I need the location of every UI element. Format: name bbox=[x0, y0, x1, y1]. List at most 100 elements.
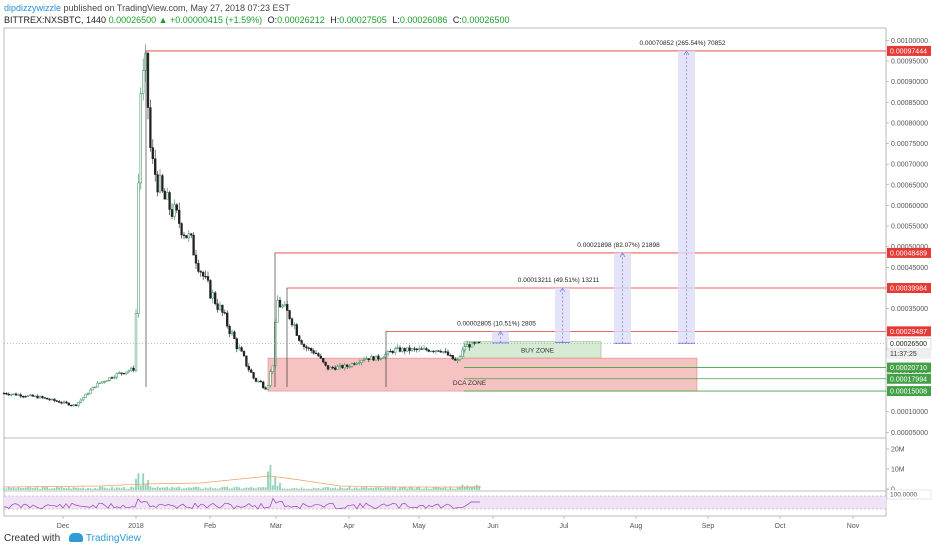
candle-body bbox=[77, 402, 80, 406]
level-price-tag bbox=[887, 373, 931, 384]
volume-bar bbox=[389, 487, 392, 490]
volume-bar bbox=[435, 487, 437, 490]
candle-body bbox=[319, 355, 322, 359]
volume-bar bbox=[315, 488, 317, 490]
author-link[interactable]: dipdizzywizzle bbox=[4, 3, 62, 13]
candle-body bbox=[355, 363, 358, 365]
volume-bar bbox=[51, 488, 53, 490]
volume-bar bbox=[324, 487, 327, 490]
x-tick-label: 2018 bbox=[128, 523, 144, 530]
volume-bar bbox=[413, 488, 416, 490]
candle-body bbox=[2, 392, 6, 395]
candle-body bbox=[53, 398, 56, 401]
level-price-tag bbox=[887, 247, 931, 258]
candle-body bbox=[463, 346, 466, 351]
candle-body bbox=[10, 393, 13, 396]
volume-bar bbox=[295, 488, 298, 490]
volume-bar bbox=[269, 464, 272, 490]
volume-bar bbox=[36, 487, 39, 490]
candle-body bbox=[374, 355, 378, 361]
level-price-label: 0.00097444 bbox=[890, 48, 927, 55]
volume-bar bbox=[17, 486, 20, 490]
candle-body bbox=[175, 204, 178, 211]
rsi-band bbox=[4, 496, 886, 509]
candle-body bbox=[65, 401, 68, 404]
candle-body bbox=[290, 318, 294, 326]
volume-bar bbox=[312, 487, 315, 490]
volume-bar bbox=[163, 487, 166, 490]
candle-body bbox=[216, 303, 219, 310]
candle-body bbox=[34, 395, 37, 398]
x-tick-label: Nov bbox=[847, 523, 860, 530]
volume-bar bbox=[22, 488, 25, 490]
candle-body bbox=[137, 182, 140, 314]
volume-bar bbox=[444, 487, 447, 490]
volume-bar bbox=[473, 486, 476, 490]
candle-body bbox=[317, 353, 320, 357]
candle-body bbox=[276, 299, 279, 323]
candle-body bbox=[209, 280, 212, 299]
volume-bar bbox=[226, 486, 229, 490]
target-label: 0.00013211 (49.51%) 13211 bbox=[518, 277, 600, 284]
candle-body bbox=[478, 341, 481, 344]
candle-body bbox=[403, 348, 406, 352]
candle-body bbox=[444, 351, 447, 353]
candle-body bbox=[235, 338, 238, 350]
candle-body bbox=[422, 348, 426, 350]
candle-body bbox=[456, 359, 459, 361]
candle-body bbox=[113, 376, 116, 379]
volume-bar bbox=[130, 486, 133, 490]
candle-body bbox=[420, 348, 423, 350]
candle-body bbox=[240, 347, 243, 352]
volume-bar bbox=[252, 487, 255, 490]
candle-body bbox=[74, 404, 78, 406]
target-arrowhead bbox=[683, 50, 690, 56]
volume-bar bbox=[214, 488, 217, 490]
candle-body bbox=[161, 175, 164, 192]
volume-bar bbox=[139, 485, 142, 490]
candle-body bbox=[182, 234, 186, 236]
level-price-tag bbox=[887, 362, 931, 373]
candle-body bbox=[326, 365, 330, 370]
volume-bar bbox=[166, 486, 169, 490]
candle-body bbox=[36, 395, 39, 399]
candle-body bbox=[312, 350, 315, 354]
candle-body bbox=[94, 386, 97, 389]
close-label: C: bbox=[452, 15, 462, 25]
candle-body bbox=[406, 347, 409, 352]
volume-bar bbox=[221, 486, 224, 490]
volume-bar bbox=[207, 488, 209, 490]
candle-body bbox=[329, 366, 332, 370]
target-label: 0.00021898 (82.07%) 21898 bbox=[577, 242, 660, 249]
target-column bbox=[678, 50, 695, 344]
volume-bar bbox=[84, 488, 87, 490]
tradingview-link[interactable]: TradingView bbox=[85, 533, 141, 544]
volume-bar bbox=[245, 487, 248, 490]
x-tick-label: Dec bbox=[57, 523, 70, 530]
candle-body bbox=[149, 107, 152, 148]
volume-bar bbox=[291, 488, 293, 490]
candle-body bbox=[466, 344, 469, 347]
candle-body bbox=[211, 292, 214, 299]
volume-bar bbox=[394, 486, 397, 490]
candle-body bbox=[365, 358, 368, 360]
candle-body bbox=[391, 351, 394, 353]
volume-bar bbox=[113, 488, 116, 490]
candle-body bbox=[322, 358, 325, 363]
candle-body bbox=[122, 373, 126, 375]
candle-body bbox=[190, 233, 193, 236]
candle-body bbox=[247, 365, 250, 371]
rsi-value-tag bbox=[886, 489, 932, 500]
volume-bar bbox=[478, 485, 481, 490]
candle-body bbox=[468, 344, 471, 348]
volume-bar bbox=[439, 487, 442, 490]
volume-bar bbox=[238, 487, 241, 490]
high-value: 0.00027505 bbox=[339, 15, 387, 25]
y-tick-label: 0.00100000 bbox=[891, 38, 928, 45]
candle-body bbox=[48, 398, 51, 401]
volume-bar bbox=[415, 487, 418, 490]
x-tick-label: Apr bbox=[344, 523, 356, 530]
volume-bar bbox=[427, 488, 430, 490]
candle-body bbox=[336, 366, 339, 370]
